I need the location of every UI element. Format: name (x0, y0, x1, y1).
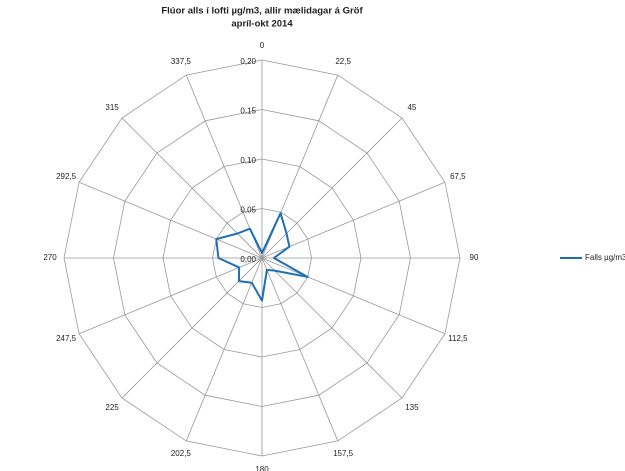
spoke (261, 181, 446, 259)
radial-tick-label: 0,00 (240, 255, 256, 264)
category-label: 292,5 (56, 172, 77, 181)
category-label: 180 (255, 465, 269, 471)
category-label: 67,5 (450, 172, 466, 181)
series-line (215, 212, 309, 302)
category-label: 337,5 (171, 57, 192, 66)
category-label: 135 (405, 403, 419, 412)
category-label: 247,5 (56, 334, 77, 343)
radial-tick-label: 0,10 (240, 156, 256, 165)
category-label: 112,5 (448, 334, 468, 343)
category-label: 0 (260, 41, 265, 50)
spoke (261, 117, 403, 259)
category-label: 202,5 (171, 449, 192, 458)
spoke (185, 74, 263, 259)
spoke (78, 181, 263, 259)
category-label: 270 (43, 253, 57, 262)
category-label: 315 (105, 103, 119, 112)
spoke (121, 117, 263, 259)
spoke (185, 257, 263, 442)
category-label: 90 (470, 253, 479, 262)
spoke (261, 257, 403, 399)
chart-title: Flúor alls í lofti µg/m3, allir mælidaga… (161, 6, 363, 17)
spoke (261, 257, 339, 442)
category-label: 157,5 (333, 449, 354, 458)
spoke (121, 257, 263, 399)
category-label: 22,5 (335, 57, 351, 66)
legend-label: Falls µg/m3 (585, 253, 625, 262)
spoke (261, 257, 446, 335)
radial-tick-label: 0,20 (240, 57, 256, 66)
spoke (78, 257, 263, 335)
category-label: 45 (407, 103, 416, 112)
category-label: 225 (105, 403, 119, 412)
radial-tick-label: 0,15 (240, 107, 256, 116)
radial-tick-label: 0,05 (240, 206, 256, 215)
chart-subtitle: apríl-okt 2014 (231, 19, 293, 30)
